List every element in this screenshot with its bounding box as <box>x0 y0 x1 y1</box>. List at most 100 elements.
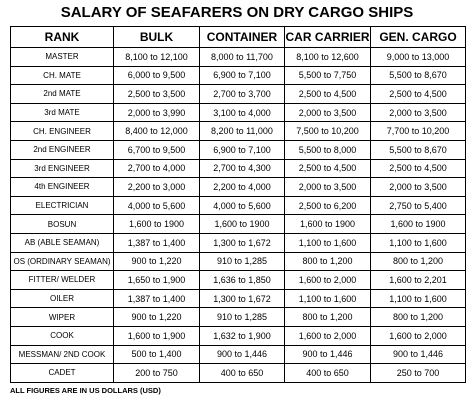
salary-cell: 400 to 650 <box>199 363 285 383</box>
column-header: BULK <box>113 26 200 48</box>
column-header: GEN. CARGO <box>370 26 466 48</box>
salary-cell: 800 to 1,200 <box>370 251 466 272</box>
salary-cell: 910 to 1,285 <box>199 251 285 272</box>
salary-cell: 200 to 750 <box>113 363 200 383</box>
salary-cell: 8,200 to 11,000 <box>199 121 285 141</box>
salary-cell: 1,100 to 1,600 <box>370 232 466 253</box>
salary-cell: 2,200 to 4,000 <box>199 177 285 197</box>
salary-cell: 6,000 to 9,500 <box>113 65 200 86</box>
salary-cell: 8,400 to 12,000 <box>113 121 200 141</box>
salary-cell: 2,500 to 4,500 <box>370 158 466 179</box>
rank-cell: WIPER <box>10 307 114 327</box>
salary-cell: 2,500 to 4,500 <box>370 84 466 104</box>
salary-cell: 4,000 to 5,600 <box>113 195 200 216</box>
salary-cell: 2,000 to 3,500 <box>284 102 371 123</box>
salary-cell: 5,500 to 8,670 <box>370 65 466 86</box>
table-row: BOSUN 1,600 to 1900 1,600 to 1900 1,600 to … <box>10 214 466 234</box>
salary-cell: 7,700 to 10,200 <box>370 121 466 141</box>
salary-table: RANK BULK CONTAINER CAR CARRIER GEN. CARGO M… <box>10 26 466 383</box>
table-row: CADET 200 to 750 400 to 650 400 to 650 250 t… <box>10 363 466 383</box>
salary-cell: 1,300 to 1,672 <box>199 232 285 253</box>
salary-cell: 400 to 650 <box>284 363 371 383</box>
salary-cell: 8,000 to 11,700 <box>199 47 285 67</box>
column-header: CAR CARRIER <box>284 26 371 48</box>
salary-cell: 1,600 to 1900 <box>284 214 371 234</box>
column-header: RANK <box>10 26 114 48</box>
table-body: MASTER 8,100 to 12,100 8,000 to 11,700 8,10… <box>10 47 466 383</box>
salary-cell: 800 to 1,200 <box>370 307 466 327</box>
salary-cell: 800 to 1,200 <box>284 251 371 272</box>
table-row: AB (ABLE SEAMAN) 1,387 to 1,400 1,300 to 1… <box>10 232 466 253</box>
table-row: 2nd ENGINEER 6,700 to 9,500 6,900 to 7,100… <box>10 139 466 160</box>
salary-cell: 9,000 to 13,000 <box>370 47 466 67</box>
salary-cell: 1,600 to 2,201 <box>370 270 466 290</box>
salary-cell: 1,636 to 1,850 <box>199 270 285 290</box>
rank-cell: MASTER <box>10 47 114 67</box>
salary-cell: 1,100 to 1,600 <box>284 288 371 309</box>
salary-cell: 900 to 1,220 <box>113 307 200 327</box>
salary-cell: 900 to 1,446 <box>199 344 285 365</box>
title: SALARY OF SEAFARERS ON DRY CARGO SHIPS <box>60 4 414 21</box>
salary-cell: 1,600 to 1900 <box>370 214 466 234</box>
table-row: MESSMAN/ 2ND COOK 500 to 1,400 900 to 1,44… <box>10 344 466 365</box>
salary-cell: 6,900 to 7,100 <box>199 65 285 86</box>
salary-cell: 1,600 to 2,000 <box>284 270 371 290</box>
salary-cell: 4,000 to 5,600 <box>199 195 285 216</box>
footnote: ALL FIGURES ARE IN US DOLLARS (USD) <box>10 386 161 395</box>
salary-cell: 910 to 1,285 <box>199 307 285 327</box>
table-row: FITTER/ WELDER 1,650 to 1,900 1,636 to 1,8… <box>10 270 466 290</box>
column-header: CONTAINER <box>199 26 285 48</box>
salary-cell: 8,100 to 12,600 <box>284 47 371 67</box>
table-row: OILER 1,387 to 1,400 1,300 to 1,672 1,100 t… <box>10 288 466 309</box>
header-row: RANK BULK CONTAINER CAR CARRIER GEN. CARGO <box>10 26 466 48</box>
salary-cell: 900 to 1,446 <box>284 344 371 365</box>
salary-cell: 2,000 to 3,500 <box>284 177 371 197</box>
salary-cell: 250 to 700 <box>370 363 466 383</box>
salary-cell: 1,387 to 1,400 <box>113 288 200 309</box>
table-row: CH. MATE 6,000 to 9,500 6,900 to 7,100 5,50… <box>10 65 466 86</box>
rank-cell: CH. ENGINEER <box>10 121 114 141</box>
table-row: OS (ORDINARY SEAMAN) 900 to 1,220 910 to 1… <box>10 251 466 272</box>
salary-cell: 2,000 to 3,500 <box>370 102 466 123</box>
rank-cell: AB (ABLE SEAMAN) <box>10 232 114 253</box>
salary-cell: 800 to 1,200 <box>284 307 371 327</box>
table-row: 2nd MATE 2,500 to 3,500 2,700 to 3,700 2,50… <box>10 84 466 104</box>
salary-cell: 5,500 to 8,670 <box>370 139 466 160</box>
salary-cell: 2,000 to 3,500 <box>370 177 466 197</box>
salary-cell: 2,700 to 4,000 <box>113 158 200 179</box>
salary-cell: 8,100 to 12,100 <box>113 47 200 67</box>
salary-cell: 6,700 to 9,500 <box>113 139 200 160</box>
salary-cell: 1,300 to 1,672 <box>199 288 285 309</box>
rank-cell: 4th ENGINEER <box>10 177 114 197</box>
salary-cell: 3,100 to 4,000 <box>199 102 285 123</box>
rank-cell: COOK <box>10 325 114 346</box>
salary-cell: 500 to 1,400 <box>113 344 200 365</box>
table-row: CH. ENGINEER 8,400 to 12,000 8,200 to 11,0… <box>10 121 466 141</box>
salary-cell: 7,500 to 10,200 <box>284 121 371 141</box>
table-row: MASTER 8,100 to 12,100 8,000 to 11,700 8,10… <box>10 47 466 67</box>
table-row: 3rd MATE 2,000 to 3,990 3,100 to 4,000 2,00… <box>10 102 466 123</box>
salary-cell: 1,600 to 2,000 <box>284 325 371 346</box>
salary-cell: 2,200 to 3,000 <box>113 177 200 197</box>
salary-cell: 1,600 to 1,900 <box>113 325 200 346</box>
rank-cell: 2nd MATE <box>10 84 114 104</box>
salary-cell: 2,500 to 6,200 <box>284 195 371 216</box>
table-row: ELECTRICIAN 4,000 to 5,600 4,000 to 5,600 2… <box>10 195 466 216</box>
rank-cell: CADET <box>10 363 114 383</box>
salary-cell: 2,750 to 5,400 <box>370 195 466 216</box>
table-row: 4th ENGINEER 2,200 to 3,000 2,200 to 4,000… <box>10 177 466 197</box>
salary-cell: 6,900 to 7,100 <box>199 139 285 160</box>
rank-cell: MESSMAN/ 2ND COOK <box>10 344 114 365</box>
salary-cell: 1,632 to 1,900 <box>199 325 285 346</box>
rank-cell: FITTER/ WELDER <box>10 270 114 290</box>
rank-cell: 3rd ENGINEER <box>10 158 114 179</box>
salary-cell: 1,100 to 1,600 <box>284 232 371 253</box>
rank-cell: OS (ORDINARY SEAMAN) <box>10 251 114 272</box>
table-row: 3rd ENGINEER 2,700 to 4,000 2,700 to 4,300… <box>10 158 466 179</box>
rank-cell: CH. MATE <box>10 65 114 86</box>
rank-cell: 3rd MATE <box>10 102 114 123</box>
salary-cell: 2,500 to 4,500 <box>284 84 371 104</box>
salary-cell: 5,500 to 7,750 <box>284 65 371 86</box>
table-row: WIPER 900 to 1,220 910 to 1,285 800 to 1,20… <box>10 307 466 327</box>
